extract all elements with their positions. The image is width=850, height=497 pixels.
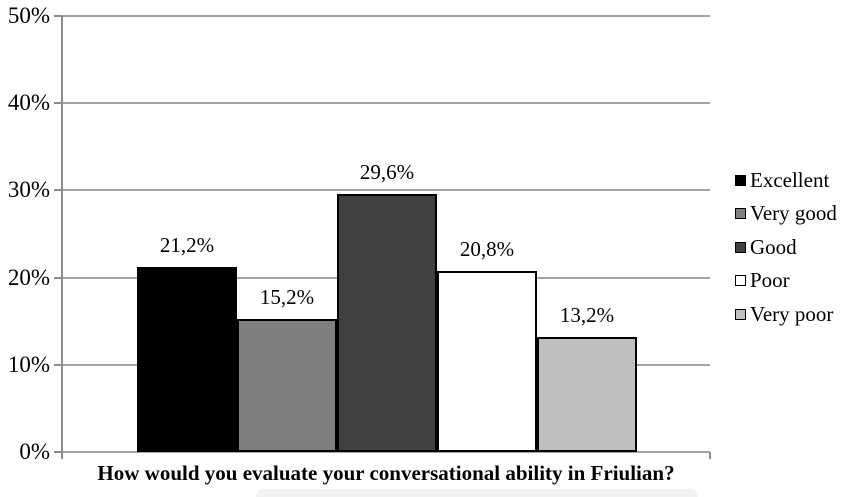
- legend-label-poor: Poor: [750, 268, 790, 292]
- bar-poor: [437, 270, 537, 452]
- gridline-0: [62, 451, 710, 453]
- bar-data-label-3: 29,6%: [359, 159, 415, 184]
- gridline-50: [62, 15, 710, 17]
- y-axis-line: [61, 16, 63, 459]
- bar-very-good: [237, 319, 337, 452]
- y-tick-10: [54, 364, 62, 366]
- x-axis-title: How would you evaluate your conversation…: [97, 461, 675, 485]
- y-axis-label-0: 0%: [19, 439, 50, 464]
- legend-item-excellent: Excellent: [735, 168, 829, 192]
- legend-label-excellent: Excellent: [750, 168, 830, 192]
- legend-marker-very-poor: [735, 308, 746, 320]
- y-axis-label-30: 30%: [7, 177, 50, 202]
- gridline-40: [62, 102, 710, 104]
- bar-data-label-2: 15,2%: [259, 285, 315, 310]
- legend-marker-excellent: [735, 174, 746, 186]
- x-axis-end-tick: [709, 452, 711, 459]
- bar-data-label-4: 20,8%: [459, 236, 515, 261]
- legend-label-good: Good: [750, 235, 797, 259]
- legend-marker-poor: [735, 274, 746, 286]
- legend-item-very-good: Very good: [735, 201, 837, 225]
- legend-marker-very-good: [735, 207, 746, 219]
- y-axis-label-40: 40%: [7, 90, 50, 115]
- bar-very-poor: [537, 336, 637, 452]
- bar-excellent: [137, 267, 237, 452]
- y-tick-0: [54, 451, 62, 453]
- legend-label-very-good: Very good: [750, 201, 837, 225]
- gridline-30: [62, 189, 710, 191]
- y-axis-label-50: 50%: [7, 3, 50, 28]
- legend-marker-good: [735, 241, 746, 253]
- y-axis-label-20: 20%: [7, 265, 50, 290]
- y-axis-label-10: 10%: [7, 352, 50, 377]
- legend-label-very-poor: Very poor: [750, 302, 834, 326]
- bottom-decoration-band: [256, 489, 698, 497]
- bar-good: [337, 193, 437, 452]
- y-tick-20: [54, 277, 62, 279]
- y-tick-40: [54, 102, 62, 104]
- legend-item-poor: Poor: [735, 268, 790, 292]
- y-tick-30: [54, 189, 62, 191]
- legend-item-good: Good: [735, 235, 797, 259]
- bar-data-label-1: 21,2%: [159, 233, 215, 258]
- legend-item-very-poor: Very poor: [735, 302, 833, 326]
- bar-data-label-5: 13,2%: [559, 302, 615, 327]
- y-tick-50: [54, 15, 62, 17]
